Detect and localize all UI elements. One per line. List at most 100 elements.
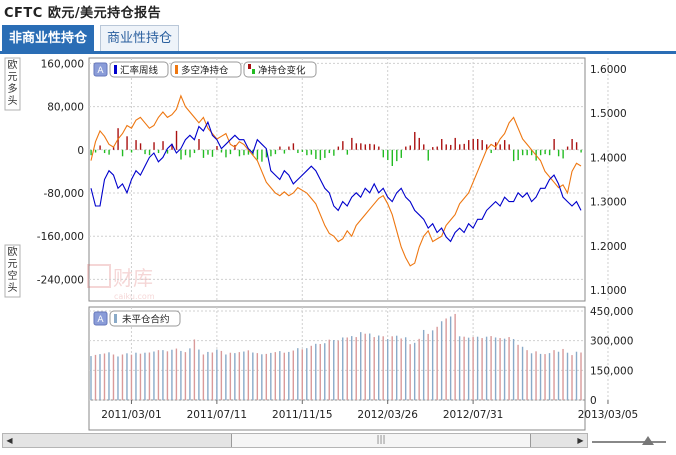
- change-bar: [445, 144, 447, 150]
- legend-item-rate[interactable]: [109, 61, 169, 78]
- scroll-thumb[interactable]: |||: [231, 434, 531, 447]
- change-bar: [571, 139, 573, 150]
- oi-bar: [562, 348, 564, 400]
- oi-bar: [220, 350, 223, 400]
- change-bar: [229, 149, 232, 155]
- x-tick-label: 2013/03/05: [578, 409, 639, 421]
- oi-bar: [225, 354, 227, 400]
- oi-bar: [449, 316, 452, 400]
- change-bar: [135, 140, 137, 150]
- change-bar: [207, 149, 209, 155]
- change-bar: [243, 149, 245, 156]
- change-bar: [193, 149, 196, 154]
- oi-bar: [234, 353, 236, 400]
- oi-bar: [324, 343, 326, 400]
- right-tick-label: 1.2000: [590, 241, 627, 253]
- oi-bar: [112, 354, 115, 400]
- change-bar: [548, 149, 551, 156]
- zoom-slider-track[interactable]: [592, 441, 666, 443]
- legend-item-change[interactable]: [243, 61, 317, 78]
- legend-label-net: 多空净持仓: [181, 65, 229, 77]
- change-bar: [94, 149, 97, 153]
- change-bar: [121, 149, 124, 157]
- change-bar: [175, 130, 178, 150]
- oi-bar: [94, 354, 97, 400]
- oi-bar: [103, 353, 106, 400]
- oi-bar: [162, 350, 164, 400]
- change-bar: [216, 146, 218, 150]
- legend-badge-bottom[interactable]: [93, 311, 108, 326]
- oi-bar: [121, 354, 124, 400]
- oi-bar: [355, 337, 357, 400]
- change-bar: [400, 149, 402, 158]
- left-tick-label: -160,000: [37, 231, 84, 243]
- right-tick-label: 1.3000: [590, 197, 627, 209]
- left-tick-label: 80,000: [47, 102, 84, 114]
- oi-bar: [139, 353, 142, 400]
- oi-bar: [283, 352, 286, 400]
- oi-bar: [526, 350, 528, 400]
- oi-bar: [472, 337, 474, 400]
- oi-bar: [391, 336, 393, 400]
- oi-bar: [243, 351, 245, 400]
- change-bar: [517, 149, 519, 161]
- chart-scrollbar[interactable]: ◀ ||| ▶: [2, 433, 588, 448]
- oi-bar: [211, 352, 214, 400]
- change-bar: [270, 149, 272, 157]
- change-bar: [378, 146, 380, 150]
- oi-bar: [378, 335, 380, 400]
- oi-bar: [216, 349, 218, 400]
- oi-bar: [409, 344, 411, 400]
- oi-bar: [530, 353, 533, 400]
- watermark-text: 财库: [113, 266, 153, 290]
- oi-bar: [463, 336, 465, 400]
- legend-item-net[interactable]: [170, 61, 242, 78]
- change-bar: [490, 149, 492, 154]
- change-bar: [364, 144, 367, 150]
- change-bar: [130, 149, 133, 153]
- change-bar: [315, 149, 317, 159]
- change-bar: [324, 149, 326, 158]
- oi-bar: [184, 352, 187, 400]
- change-bar: [198, 139, 200, 150]
- oi-bar: [126, 353, 128, 400]
- change-bar: [301, 149, 304, 152]
- change-bar: [108, 149, 110, 155]
- change-bar: [409, 145, 411, 150]
- tab-commercial[interactable]: 商业性持仓: [100, 25, 180, 51]
- right-axis-ticks: 1.6000 1.5000 1.4000 1.3000 1.2000 1.1000: [590, 64, 627, 297]
- change-bar: [418, 137, 420, 150]
- oi-bar: [346, 337, 348, 400]
- change-bar: [499, 144, 501, 150]
- oi-bar: [153, 351, 155, 400]
- oi-bar: [373, 337, 375, 400]
- change-bar: [297, 149, 299, 154]
- oi-tick-label: 300,000: [590, 336, 633, 348]
- oi-bar: [171, 349, 173, 400]
- change-bar: [472, 139, 474, 150]
- oi-bar: [238, 352, 241, 400]
- legend-item-oi[interactable]: [109, 310, 181, 327]
- change-bar: [485, 144, 488, 150]
- legend-badge[interactable]: [93, 62, 108, 77]
- change-bar: [382, 149, 385, 158]
- oi-bar: [476, 336, 479, 400]
- change-bar: [90, 149, 92, 156]
- oi-bar: [566, 352, 569, 400]
- oi-bar: [342, 337, 344, 400]
- change-bar: [306, 149, 308, 156]
- oi-bar: [333, 340, 335, 400]
- oi-bar: [481, 338, 483, 400]
- legend-badge-text: A: [97, 66, 104, 76]
- oi-bar: [575, 351, 578, 400]
- legend-swatch-rate: [114, 65, 117, 74]
- change-bar: [189, 149, 191, 158]
- change-bar: [463, 143, 465, 150]
- oi-tick-label: 450,000: [590, 306, 633, 318]
- tab-noncommercial[interactable]: 非商业性持仓: [2, 25, 95, 51]
- change-bar: [373, 144, 376, 150]
- zoom-slider-thumb-icon[interactable]: [642, 436, 654, 445]
- scroll-left-icon[interactable]: ◀: [6, 436, 13, 445]
- scroll-right-icon[interactable]: ▶: [577, 436, 584, 445]
- oi-tick-label: 0: [590, 395, 597, 407]
